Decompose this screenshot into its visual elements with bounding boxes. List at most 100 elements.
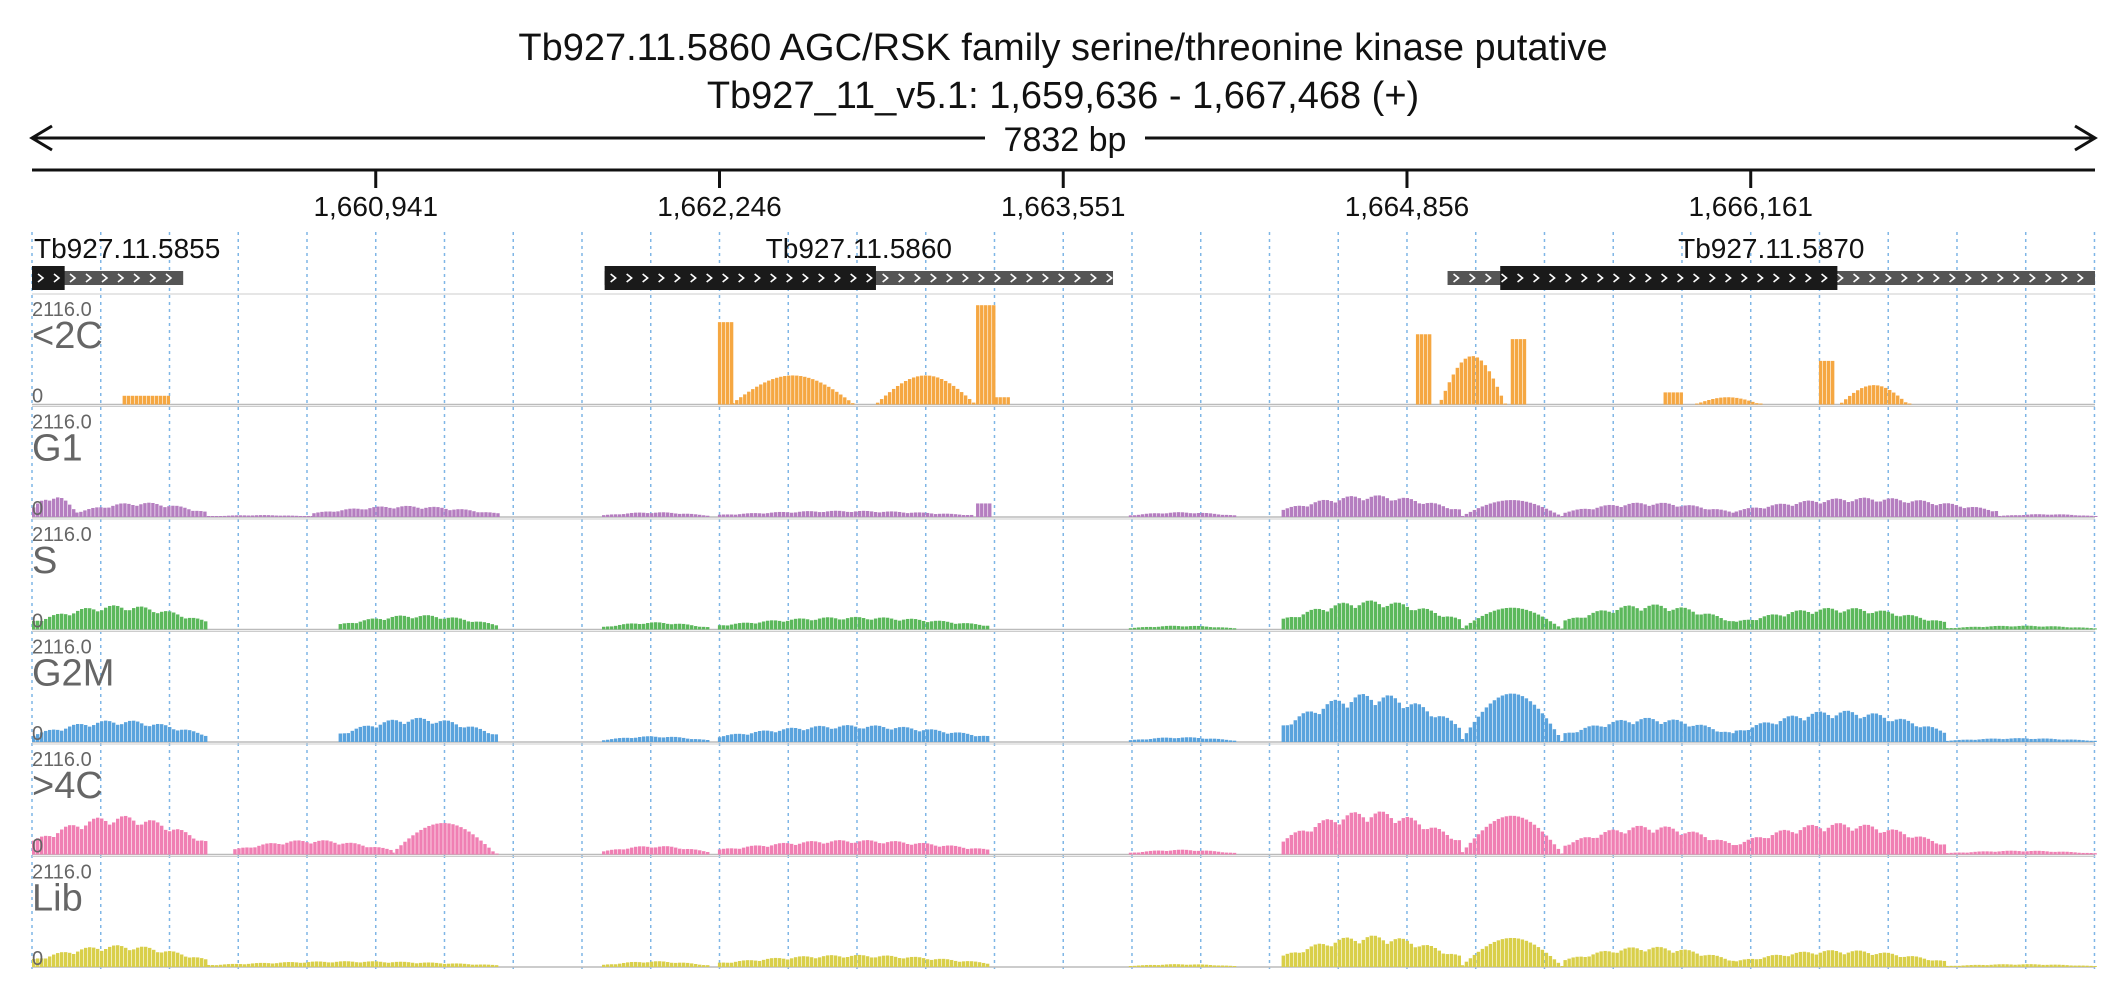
coverage-bar-2-369 bbox=[1930, 620, 1935, 630]
coverage-bar-3-385 bbox=[1993, 738, 1997, 742]
coverage-bar-0-16 bbox=[731, 403, 735, 405]
coverage-bar-4-280 bbox=[1468, 842, 1473, 855]
coverage-bar-3-6 bbox=[56, 729, 60, 742]
coverage-bar-2-334 bbox=[1790, 612, 1795, 630]
coverage-bar-5-2 bbox=[40, 958, 44, 967]
coverage-bar-3-47 bbox=[350, 730, 355, 742]
coverage-bar-3-152 bbox=[881, 727, 886, 742]
coverage-bar-5-254 bbox=[1341, 937, 1346, 967]
coverage-bar-2-406 bbox=[2077, 627, 2081, 630]
coverage-bar-3-211 bbox=[1301, 713, 1306, 742]
coverage-bar-3-4 bbox=[48, 729, 52, 742]
coverage-bar-0-141 bbox=[1872, 385, 1876, 405]
coverage-bar-1-368 bbox=[1790, 505, 1795, 517]
coverage-bar-1-101 bbox=[432, 506, 436, 517]
coverage-bar-1-244 bbox=[1297, 505, 1302, 517]
coverage-bar-4-387 bbox=[1894, 829, 1899, 855]
coverage-bar-4-429 bbox=[2061, 851, 2065, 855]
coverage-bar-1-7 bbox=[60, 498, 64, 517]
coverage-bar-3-289 bbox=[1611, 721, 1615, 742]
coverage-bar-2-15 bbox=[92, 609, 96, 630]
coverage-bar-0-131 bbox=[1826, 360, 1831, 405]
coverage-bar-3-342 bbox=[1822, 712, 1827, 742]
coverage-bar-1-6 bbox=[56, 497, 60, 517]
coverage-bar-3-370 bbox=[1934, 728, 1939, 742]
coverage-bar-2-32 bbox=[160, 611, 164, 630]
coverage-bar-3-233 bbox=[1389, 695, 1394, 742]
coverage-bar-5-160 bbox=[781, 958, 786, 967]
coverage-bar-3-0 bbox=[32, 735, 36, 742]
coverage-bar-1-124 bbox=[626, 513, 630, 517]
coverage-bar-5-388 bbox=[1874, 954, 1879, 967]
coverage-bar-5-315 bbox=[1583, 957, 1587, 967]
coverage-bar-4-33 bbox=[164, 829, 168, 855]
coverage-bar-5-126 bbox=[638, 962, 642, 967]
coverage-bar-0-58 bbox=[919, 375, 924, 405]
coverage-bar-2-223 bbox=[1349, 605, 1354, 630]
coverage-bar-5-327 bbox=[1631, 947, 1635, 967]
coverage-bar-3-269 bbox=[1532, 704, 1537, 742]
coverage-bar-5-337 bbox=[1671, 952, 1675, 967]
coverage-bar-5-264 bbox=[1381, 940, 1386, 967]
coverage-bar-5-331 bbox=[1647, 949, 1651, 967]
coverage-bar-5-202 bbox=[949, 959, 954, 967]
coverage-bar-2-299 bbox=[1651, 604, 1655, 630]
coverage-bar-0-33 bbox=[799, 376, 803, 405]
coverage-bar-2-293 bbox=[1627, 605, 1631, 630]
coverage-bar-1-441 bbox=[2082, 515, 2086, 517]
coverage-bar-4-116 bbox=[622, 849, 626, 855]
coverage-bar-1-159 bbox=[773, 512, 778, 517]
coverage-bar-5-215 bbox=[1140, 965, 1145, 967]
coverage-bar-3-283 bbox=[1587, 726, 1591, 742]
coverage-bar-2-26 bbox=[136, 606, 140, 630]
coverage-bar-1-140 bbox=[690, 513, 694, 517]
coverage-bar-2-91 bbox=[630, 623, 634, 630]
coverage-bar-5-242 bbox=[1293, 952, 1298, 967]
coverage-bar-2-365 bbox=[1914, 616, 1919, 630]
gene-Tb927.11.5870[interactable]: Tb927.11.5870 bbox=[1447, 233, 2095, 290]
coverage-bar-2-264 bbox=[1512, 607, 1517, 630]
coverage-bar-3-130 bbox=[793, 728, 798, 742]
coverage-bar-1-335 bbox=[1659, 502, 1663, 517]
coverage-bar-1-425 bbox=[2018, 515, 2022, 517]
coverage-bar-1-359 bbox=[1754, 507, 1759, 517]
coverage-bar-2-232 bbox=[1385, 605, 1390, 630]
coverage-bar-2-176 bbox=[977, 624, 982, 630]
coverage-bar-3-20 bbox=[112, 722, 116, 742]
coverage-bar-3-33 bbox=[164, 725, 168, 742]
coverage-bar-2-289 bbox=[1611, 612, 1615, 630]
coverage-bar-1-112 bbox=[476, 512, 480, 517]
coverage-bar-4-319 bbox=[1623, 833, 1627, 855]
coverage-bar-3-378 bbox=[1965, 739, 1969, 742]
coverage-bar-5-372 bbox=[1810, 953, 1815, 967]
coverage-bar-4-0 bbox=[32, 840, 36, 855]
coverage-bar-5-378 bbox=[1834, 951, 1839, 967]
coverage-bar-5-397 bbox=[1910, 956, 1915, 967]
coverage-bar-5-191 bbox=[905, 957, 910, 967]
coverage-bar-3-381 bbox=[1977, 739, 1981, 742]
coverage-bar-5-149 bbox=[737, 961, 742, 967]
coverage-bar-3-41 bbox=[196, 732, 200, 742]
coverage-bar-1-354 bbox=[1734, 511, 1739, 517]
coverage-bar-2-386 bbox=[1997, 625, 2001, 630]
gene-Tb927.11.5860[interactable]: Tb927.11.5860 bbox=[604, 233, 1114, 290]
coverage-bar-1-60 bbox=[270, 515, 275, 517]
coverage-bar-2-51 bbox=[366, 619, 371, 630]
gene-Tb927.11.5855[interactable]: Tb927.11.5855 bbox=[32, 233, 220, 290]
coverage-bar-3-244 bbox=[1433, 717, 1438, 742]
coverage-bar-0-73 bbox=[976, 305, 980, 405]
coverage-bar-1-381 bbox=[1842, 500, 1847, 517]
coverage-bar-1-5 bbox=[52, 498, 56, 517]
coverage-bar-3-59 bbox=[398, 721, 403, 742]
coverage-bar-2-266 bbox=[1520, 608, 1525, 630]
coverage-bar-1-194 bbox=[913, 512, 918, 517]
coverage-bar-3-96 bbox=[650, 736, 654, 742]
coverage-bar-5-7 bbox=[60, 952, 64, 967]
coverage-bar-4-432 bbox=[2073, 852, 2077, 855]
coverage-bar-3-123 bbox=[765, 730, 770, 742]
coverage-bar-2-382 bbox=[1981, 627, 1985, 630]
coverage-bar-2-166 bbox=[937, 620, 942, 630]
coverage-bar-1-81 bbox=[352, 508, 356, 517]
coverage-bar-3-286 bbox=[1599, 726, 1603, 742]
coverage-bar-5-284 bbox=[1460, 965, 1465, 967]
